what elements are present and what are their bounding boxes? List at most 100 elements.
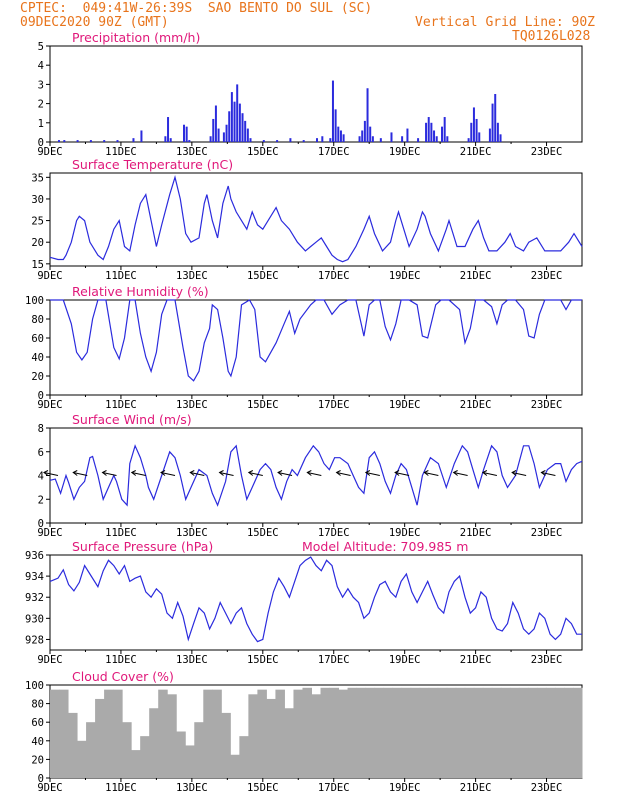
wind-arrow-head (511, 470, 517, 476)
precip-ytick-label: 4 (38, 60, 44, 72)
wind-arrow-head (43, 470, 49, 476)
precip-bar (417, 138, 420, 142)
cloud-bar (473, 687, 484, 778)
cloud-bar (464, 687, 475, 778)
pressure-xtick-label: 9DEC (37, 654, 62, 666)
precip-bar (116, 140, 119, 142)
run-code: TQ0126L028 (512, 29, 591, 44)
cloud-bar (437, 687, 448, 778)
pressure-ytick-label: 928 (25, 634, 44, 646)
cloud-bar (140, 736, 150, 778)
precip-bar (217, 128, 220, 142)
precip-bar (222, 132, 225, 142)
wind-arrow-head (335, 470, 341, 476)
cloud-bar (383, 687, 394, 778)
cloud-ytick-label: 40 (31, 736, 44, 748)
temp-xtick-label: 19DEC (389, 270, 421, 282)
precip-bar (185, 126, 188, 142)
temp-ytick-label: 20 (31, 237, 44, 249)
cloud-bar (563, 687, 574, 778)
precip-bar (406, 128, 409, 142)
precip-bar (238, 103, 241, 142)
precip-bar (361, 130, 364, 142)
precip-bar (188, 140, 191, 142)
wind-xtick-label: 19DEC (389, 527, 421, 539)
precip-bar (491, 103, 494, 142)
wind-ytick-label: 0 (38, 518, 44, 530)
rh-ytick-label: 40 (31, 352, 44, 364)
cloud-bar (554, 687, 565, 778)
cloud-bar (194, 722, 204, 778)
cloud-bar (275, 689, 285, 778)
wind-arrow-head (218, 470, 224, 476)
precip-ytick-label: 2 (38, 99, 44, 111)
precip-bar (472, 107, 475, 142)
wind-arrow-head (247, 470, 254, 476)
temp-xtick-label: 21DEC (460, 270, 492, 282)
precip-bar (478, 132, 481, 142)
wind-arrow (365, 472, 380, 476)
cloud-xtick-label: 9DEC (37, 782, 62, 794)
wind-xtick-label: 13DEC (176, 527, 208, 539)
rh-ytick-label: 100 (25, 295, 44, 307)
cloud-bar (518, 687, 529, 778)
temp-ytick-label: 35 (31, 172, 44, 184)
pressure-xtick-label: 11DEC (105, 654, 137, 666)
precip-bar (371, 136, 374, 142)
precip-bar (140, 130, 143, 142)
cloud-bar (347, 687, 358, 778)
cloud-bar (122, 722, 132, 778)
precip-bar (427, 117, 430, 142)
cloud-bar (239, 736, 249, 778)
wind-arrow (131, 472, 146, 476)
rh-xtick-label: 17DEC (318, 399, 350, 411)
wind-xtick-label: 11DEC (105, 527, 137, 539)
cloud-bar (50, 689, 60, 778)
wind-arrow (219, 472, 234, 476)
cloud-xtick-label: 13DEC (176, 782, 208, 794)
precip-bar (401, 136, 404, 142)
cloud-bar (131, 750, 141, 778)
cloud-xtick-label: 23DEC (531, 782, 563, 794)
rh-xtick-label: 11DEC (105, 399, 137, 411)
precip-bar (499, 134, 502, 142)
wind-arrow (512, 472, 527, 476)
temp-xtick-label: 17DEC (318, 270, 350, 282)
precip-bar (366, 88, 369, 142)
cloud-bar (68, 712, 78, 778)
rh-xtick-label: 19DEC (389, 399, 421, 411)
precip-bar (246, 128, 249, 142)
pressure-xtick-label: 13DEC (176, 654, 208, 666)
wind-xtick-label: 21DEC (460, 527, 492, 539)
precip-xtick-label: 21DEC (460, 146, 492, 158)
cloud-bar (248, 694, 258, 778)
precip-xtick-label: 15DEC (247, 146, 279, 158)
cloud-bar (86, 722, 96, 778)
cloud-bar (374, 687, 385, 778)
wind-arrow (277, 472, 293, 476)
pressure-ytick-label: 932 (25, 592, 44, 604)
precip-ytick-label: 3 (38, 79, 44, 91)
cloud-bar (266, 698, 276, 778)
grid-note: Vertical Grid Line: 90Z (415, 15, 596, 30)
cloud-bar (149, 708, 159, 778)
precip-frame (49, 45, 583, 143)
pressure-ytick-label: 936 (25, 550, 44, 562)
precip-bar (494, 94, 497, 142)
wind-arrow (248, 472, 263, 476)
cloud-ytick-label: 80 (31, 699, 44, 711)
pressure-ytick-label: 934 (25, 571, 44, 583)
precip-bar (241, 113, 244, 142)
cloud-bar (302, 687, 312, 778)
precip-bar (379, 138, 382, 142)
precip-xtick-label: 17DEC (318, 146, 350, 158)
precip-bar (233, 101, 236, 142)
wind-arrow-head (277, 470, 283, 476)
cloud-bar (392, 687, 403, 778)
precip-bar (467, 138, 470, 142)
precip-bar (57, 140, 60, 142)
precip-ytick-label: 0 (38, 137, 44, 149)
wind-arrow (394, 472, 410, 476)
wind-arrow-head (160, 470, 166, 476)
